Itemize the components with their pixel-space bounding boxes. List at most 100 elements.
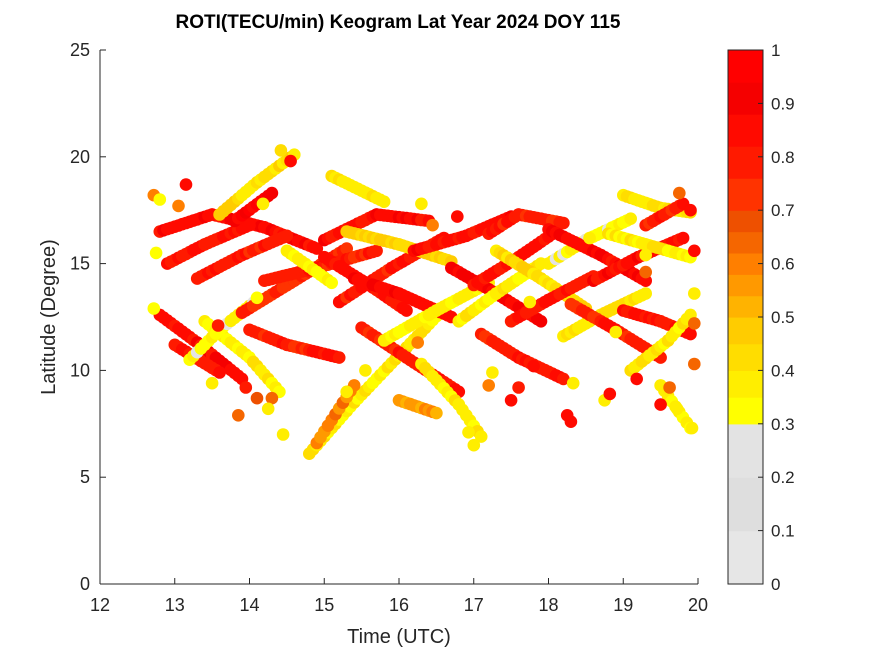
data-point-track-12 xyxy=(325,276,339,290)
colorbar-tick-label: 0.6 xyxy=(771,255,795,274)
data-point-track-17 xyxy=(377,195,391,208)
data-point-14 xyxy=(274,144,288,157)
data-point-track-33 xyxy=(624,212,637,225)
colorbar-tick-label: 0.7 xyxy=(771,201,795,220)
data-point-32 xyxy=(566,376,580,390)
data-point-track-30 xyxy=(557,216,570,230)
data-point-16 xyxy=(256,197,270,211)
colorbar-tick-label: 0.9 xyxy=(771,94,795,113)
data-point-track-37 xyxy=(676,231,690,245)
data-point-28 xyxy=(512,381,525,394)
colorbar-tick-label: 1 xyxy=(771,41,780,60)
data-point-7 xyxy=(232,409,245,422)
colorbar-tick-label: 0.2 xyxy=(771,468,795,487)
colorbar-segment xyxy=(728,50,763,83)
colorbar-tick-label: 0.5 xyxy=(771,308,795,327)
data-point-track-9 xyxy=(340,242,354,255)
colorbar-tick-label: 0.4 xyxy=(771,361,795,380)
data-point-9 xyxy=(250,391,264,405)
chart-title: ROTI(TECU/min) Keogram Lat Year 2024 DOY… xyxy=(176,12,621,33)
colorbar-segment xyxy=(728,317,763,345)
data-point-2 xyxy=(179,178,193,191)
x-tick-label: 20 xyxy=(688,595,708,615)
data-point-track-7 xyxy=(213,366,226,379)
data-point-51 xyxy=(609,325,623,339)
data-point-44 xyxy=(673,186,686,200)
data-point-47 xyxy=(630,372,643,386)
colorbar-tick-label: 0.8 xyxy=(771,148,795,167)
data-point-50 xyxy=(523,295,537,309)
x-tick-label: 12 xyxy=(90,595,110,615)
data-point-35 xyxy=(654,398,667,411)
data-point-42 xyxy=(688,244,701,258)
x-axis-title: Time (UTC) xyxy=(347,626,451,648)
y-tick-label: 10 xyxy=(70,360,90,380)
data-point-31 xyxy=(564,415,578,429)
y-tick-label: 20 xyxy=(70,147,90,167)
y-axis-title: Latitude (Degree) xyxy=(38,239,60,395)
data-point-26 xyxy=(486,366,499,379)
data-point-38 xyxy=(685,421,699,435)
colorbar-segment xyxy=(728,178,763,211)
x-tick-label: 14 xyxy=(239,595,259,615)
colorbar: 0 0.1 0.2 0.3 0.4 0.5 0.6 0.7 0.8 0.9 1 xyxy=(727,41,795,594)
data-point-39 xyxy=(688,357,701,371)
data-point-track-11 xyxy=(370,244,383,258)
data-point-23 xyxy=(462,426,475,439)
data-point-1 xyxy=(153,193,167,206)
data-point-46 xyxy=(639,265,652,279)
x-tick-label: 19 xyxy=(613,595,633,615)
data-point-track-25 xyxy=(474,430,488,443)
data-point-track-35 xyxy=(639,287,652,300)
data-point-track-10 xyxy=(332,351,346,364)
data-point-10 xyxy=(265,391,279,405)
data-point-22 xyxy=(451,210,464,223)
colorbar-segment xyxy=(728,231,763,254)
colorbar-segment xyxy=(728,210,763,233)
data-point-19 xyxy=(359,364,372,377)
data-point-track-4 xyxy=(265,186,279,200)
data-point-track-2 xyxy=(280,229,294,243)
data-point-18 xyxy=(340,385,354,399)
data-point-12 xyxy=(250,291,264,305)
x-tick-label: 13 xyxy=(165,595,185,615)
data-point-track-23 xyxy=(430,406,443,420)
colorbar-segment xyxy=(728,343,763,371)
data-point-13 xyxy=(276,428,290,441)
y-axis-ticks: 0 5 10 15 20 25 xyxy=(70,40,106,594)
data-point-24 xyxy=(467,438,481,452)
data-point-track-26 xyxy=(534,315,548,328)
colorbar-segment xyxy=(728,274,763,297)
colorbar-segment xyxy=(728,252,763,275)
data-point-34 xyxy=(603,387,617,401)
colorbar-tick-label: 0.1 xyxy=(771,522,795,541)
y-tick-label: 0 xyxy=(80,574,90,594)
colorbar-segment xyxy=(728,295,763,318)
data-point-36 xyxy=(663,381,676,394)
data-point-27 xyxy=(504,394,518,407)
colorbar-segment xyxy=(728,146,763,179)
data-point-track-15 xyxy=(400,304,413,317)
data-point-track-0 xyxy=(310,242,324,255)
data-point-6 xyxy=(205,376,219,390)
y-tick-label: 15 xyxy=(70,254,90,274)
x-tick-label: 18 xyxy=(538,595,558,615)
data-point-track-1 xyxy=(243,218,256,232)
colorbar-segment xyxy=(728,477,763,532)
colorbar-segment xyxy=(728,82,763,115)
y-tick-label: 5 xyxy=(80,467,90,487)
colorbar-tick-label: 0.3 xyxy=(771,415,795,434)
x-tick-label: 15 xyxy=(314,595,334,615)
data-point-5 xyxy=(147,302,161,315)
data-point-21 xyxy=(426,218,439,232)
colorbar-segment xyxy=(728,114,763,147)
colorbar-segment xyxy=(728,397,763,425)
data-point-8 xyxy=(239,381,253,394)
data-point-3 xyxy=(172,199,185,213)
colorbar-segment xyxy=(728,370,763,398)
scatter-points xyxy=(147,144,701,461)
x-tick-label: 16 xyxy=(389,595,409,615)
data-point-25 xyxy=(482,379,496,392)
data-point-track-40 xyxy=(684,327,697,341)
